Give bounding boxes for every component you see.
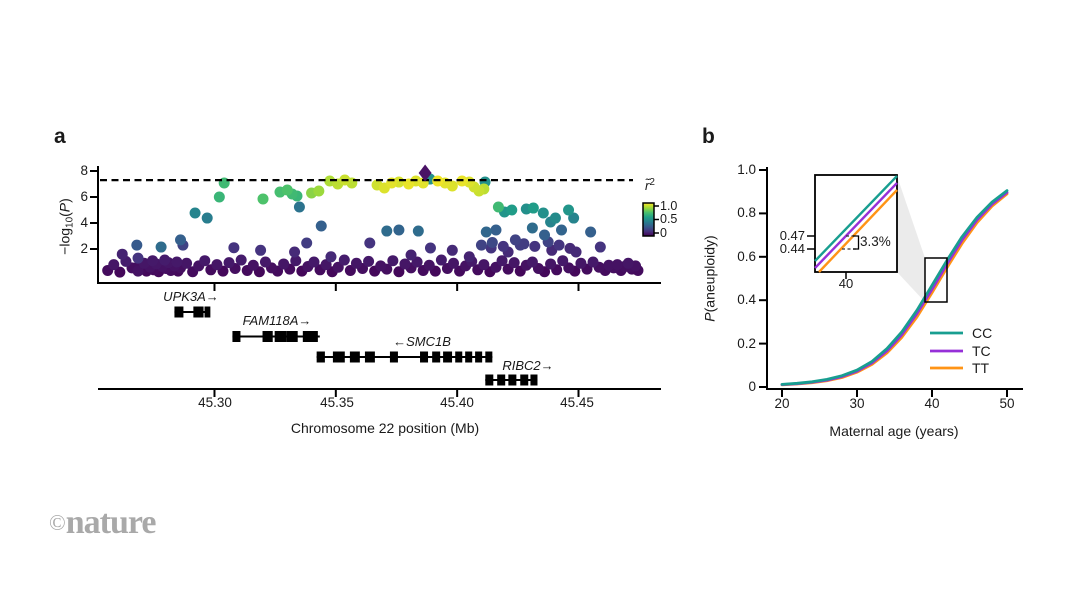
nature-wordmark: nature: [65, 504, 157, 541]
panel-a-ytick-6: 6: [80, 189, 88, 204]
panel-a-letter: a: [54, 125, 66, 148]
panel-b-ytick-08: 0.8: [737, 205, 756, 220]
panel-a-ytick-8: 8: [80, 163, 88, 178]
panel-a-xtick-4535: 45.35: [320, 395, 354, 410]
colorbar-r-var: r̃: [645, 178, 650, 193]
panel-a-ytick-2: 2: [80, 241, 88, 256]
panel-b-xtick-40: 40: [924, 396, 940, 411]
panel-a-xtick-4540: 45.40: [440, 395, 474, 410]
colorbar-tick-05: 0.5: [660, 212, 678, 226]
panel-b-ytick-10: 1.0: [737, 162, 756, 177]
colorbar-tick-1: 1.0: [660, 199, 678, 213]
colorbar-title: r̃2: [645, 177, 655, 193]
panel-a-ytick-4: 4: [80, 215, 88, 230]
panel-b-ytick-0: 0: [748, 379, 756, 394]
gene-label-upk3a: UPK3A→: [163, 289, 219, 304]
gene-label-fam118a: FAM118A→: [242, 313, 312, 328]
b-ylabel-P-var: P: [701, 312, 718, 322]
inset-ytick-047: 0.47: [779, 228, 805, 243]
panel-b-ytick-02: 0.2: [737, 336, 756, 351]
panel-b-ytick-04: 0.4: [737, 292, 756, 307]
panel-a-xtick-4545: 45.45: [560, 395, 594, 410]
copyright-icon: ©: [49, 510, 66, 535]
panel-b-ytick-06: 0.6: [737, 249, 756, 264]
inset-annotation-33pct: 3.3%: [860, 234, 891, 249]
panel-b-xtick-30: 30: [849, 396, 865, 411]
colorbar-sup2: 2: [649, 177, 655, 188]
b-ylabel-rest: (aneuploidy): [701, 235, 718, 313]
inset-xtick-40: 40: [838, 276, 854, 291]
gene-label-smc1b: ←SMC1B: [393, 334, 451, 349]
legend-label-tc: TC: [972, 343, 991, 359]
legend-label-tt: TT: [972, 360, 990, 376]
legend-label-cc: CC: [972, 325, 993, 341]
panel-b-y-axis-label: P(aneuploidy): [701, 204, 720, 354]
panel-b-xtick-20: 20: [774, 396, 790, 411]
panel-b-letter: b: [702, 125, 715, 148]
panel-b-xtick-50: 50: [999, 396, 1015, 411]
nature-logo: ©nature: [49, 504, 157, 542]
ylabel-P-var: P: [56, 202, 73, 213]
panel-a-x-axis-label: Chromosome 22 position (Mb): [290, 420, 480, 436]
gene-label-ribc2: RIBC2→: [502, 358, 554, 373]
panel-b-x-axis-label: Maternal age (years): [829, 423, 959, 439]
panel-a-xtick-4530: 45.30: [198, 395, 232, 410]
inset-ytick-044: 0.44: [779, 241, 805, 256]
colorbar-tick-0: 0: [660, 226, 667, 240]
